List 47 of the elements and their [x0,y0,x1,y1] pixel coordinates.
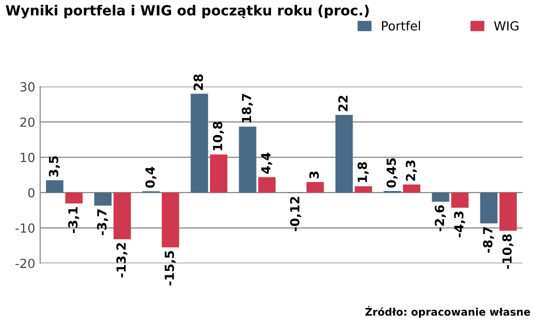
data-label: -8,7 [483,227,494,253]
bar [210,154,228,193]
bar [238,126,256,193]
y-tick-label: -10 [16,223,35,233]
bar [162,192,180,248]
data-label: -3,7 [97,209,108,236]
data-label: 0,45 [386,158,398,188]
data-label: 1,8 [358,162,369,182]
data-label: -4,3 [454,212,466,238]
data-label: -10,8 [502,234,514,269]
data-label: 2,3 [406,160,417,181]
y-tick-label: 20 [20,117,35,127]
data-label: -0,12 [290,196,302,232]
bar [190,94,208,193]
data-label: 3,5 [48,156,60,177]
bar [451,192,469,208]
legend-label: WIG [494,21,518,31]
bar [46,180,64,193]
bar [94,192,112,206]
bar [306,182,324,193]
data-label: -2,6 [434,205,446,232]
data-label: -15,5 [164,250,176,286]
bar [402,184,420,193]
legend-label: Portfel [382,20,420,31]
data-label: -3,1 [68,207,80,233]
data-label: 28 [194,74,204,90]
y-tick-label: 0 [28,188,35,198]
chart-title: Wyniki portfela i WIG od początku roku (proc.) [6,4,369,18]
data-label: 0,4 [145,166,156,188]
bar [114,192,131,240]
bar [65,192,83,204]
data-label: 10,8 [212,122,224,150]
data-label: 22 [338,96,348,112]
y-tick-label: -20 [16,258,35,268]
data-label: 3 [309,172,319,178]
y-tick-label: 10 [20,152,35,162]
y-tick-label: 30 [20,82,35,92]
text: Źródło: opracowanie własne [365,306,530,318]
bar [499,192,517,231]
bar [354,186,372,193]
data-label: -13,2 [116,243,128,278]
bar [258,177,276,193]
data-label: 4,4 [261,152,272,174]
bar [335,114,353,193]
bar [432,192,450,202]
bar [480,192,498,224]
data-label: 18,7 [242,94,253,122]
